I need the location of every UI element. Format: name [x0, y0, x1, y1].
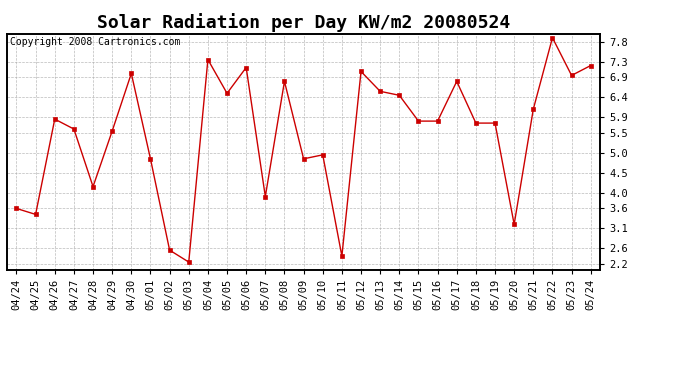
Text: Copyright 2008 Cartronics.com: Copyright 2008 Cartronics.com [10, 37, 180, 47]
Title: Solar Radiation per Day KW/m2 20080524: Solar Radiation per Day KW/m2 20080524 [97, 13, 510, 32]
